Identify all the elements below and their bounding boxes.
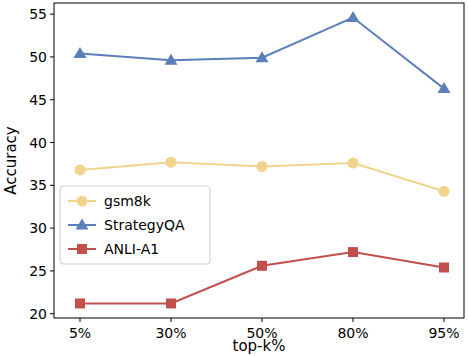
legend-marker bbox=[77, 196, 88, 207]
series-marker bbox=[439, 186, 450, 197]
y-tick bbox=[50, 228, 54, 229]
x-axis-label: top-k% bbox=[233, 337, 286, 355]
y-tick-label: 20 bbox=[29, 306, 47, 322]
y-tick bbox=[50, 14, 54, 15]
series-marker bbox=[165, 54, 178, 65]
y-tick-label: 35 bbox=[29, 177, 47, 193]
y-tick-label: 50 bbox=[29, 49, 47, 65]
x-tick bbox=[171, 318, 172, 322]
series-marker bbox=[439, 262, 449, 272]
x-tick bbox=[262, 318, 263, 322]
series-marker bbox=[75, 164, 86, 175]
legend-label: ANLI-A1 bbox=[104, 241, 159, 257]
legend-box bbox=[60, 186, 210, 264]
series-marker bbox=[256, 51, 269, 62]
series-marker bbox=[348, 158, 359, 169]
y-tick-label: 30 bbox=[29, 220, 47, 236]
series-marker bbox=[438, 82, 451, 93]
y-tick bbox=[50, 56, 54, 57]
series-marker bbox=[257, 261, 267, 271]
x-tick-label: 5% bbox=[69, 325, 91, 341]
y-tick-label: 25 bbox=[29, 263, 47, 279]
legend-label: StrategyQA bbox=[104, 217, 185, 233]
series-marker bbox=[257, 161, 268, 172]
x-tick bbox=[444, 318, 445, 322]
y-tick-label: 55 bbox=[29, 6, 47, 22]
x-tick bbox=[353, 318, 354, 322]
x-tick-label: 30% bbox=[155, 325, 186, 341]
y-tick bbox=[50, 142, 54, 143]
y-tick bbox=[50, 313, 54, 314]
series-marker bbox=[348, 247, 358, 257]
legend-marker bbox=[77, 244, 87, 254]
y-tick bbox=[50, 185, 54, 186]
y-tick bbox=[50, 270, 54, 271]
x-tick bbox=[80, 318, 81, 322]
legend: gsm8k StrategyQA ANLI-A1 bbox=[60, 186, 210, 264]
series-marker bbox=[75, 298, 85, 308]
x-tick-label: 80% bbox=[337, 325, 368, 341]
y-tick-label: 40 bbox=[29, 135, 47, 151]
series-line bbox=[80, 18, 444, 89]
series-marker bbox=[166, 157, 177, 168]
chart: 20253035404550555%30%50%80%95%top-k%Accu… bbox=[0, 0, 468, 356]
legend-label: gsm8k bbox=[104, 193, 152, 209]
series-marker bbox=[166, 298, 176, 308]
y-tick-label: 45 bbox=[29, 92, 47, 108]
y-axis-label: Accuracy bbox=[2, 126, 20, 195]
y-tick bbox=[50, 99, 54, 100]
series-marker bbox=[347, 11, 360, 22]
x-tick-label: 95% bbox=[428, 325, 459, 341]
series-marker bbox=[74, 47, 87, 58]
plot-frame bbox=[54, 3, 464, 318]
legend-marker bbox=[76, 219, 89, 230]
